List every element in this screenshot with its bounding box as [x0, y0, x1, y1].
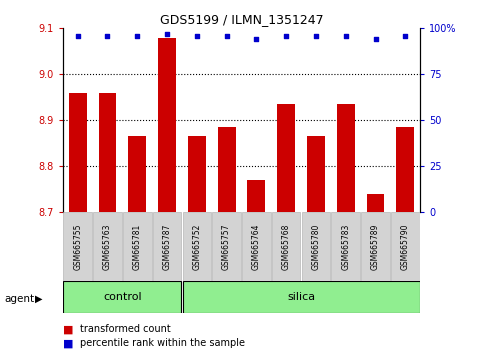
Bar	[391, 212, 420, 281]
Bar	[277, 104, 295, 212]
Bar	[307, 136, 325, 212]
Bar	[63, 281, 181, 313]
Point	[253, 36, 260, 42]
Bar	[331, 212, 360, 281]
Text: GSM665763: GSM665763	[103, 224, 112, 270]
Text: ■: ■	[63, 338, 73, 348]
Text: agent: agent	[5, 294, 35, 304]
Bar	[302, 212, 330, 281]
Bar	[183, 281, 420, 313]
Text: GSM665780: GSM665780	[312, 224, 320, 270]
Bar	[188, 136, 206, 212]
Bar	[153, 212, 181, 281]
Text: GSM665783: GSM665783	[341, 224, 350, 270]
Bar	[247, 180, 265, 212]
Text: percentile rank within the sample: percentile rank within the sample	[80, 338, 245, 348]
Bar	[123, 212, 152, 281]
Bar	[93, 212, 122, 281]
Bar	[361, 212, 390, 281]
Point	[223, 33, 230, 39]
Text: GSM665764: GSM665764	[252, 224, 261, 270]
Title: GDS5199 / ILMN_1351247: GDS5199 / ILMN_1351247	[160, 13, 323, 26]
Point	[193, 33, 201, 39]
Text: GSM665752: GSM665752	[192, 224, 201, 270]
Text: silica: silica	[287, 292, 315, 302]
Point	[133, 33, 141, 39]
Point	[342, 33, 350, 39]
Text: GSM665768: GSM665768	[282, 224, 291, 270]
Text: GSM665790: GSM665790	[401, 224, 410, 270]
Point	[74, 33, 82, 39]
Text: ▶: ▶	[35, 294, 43, 304]
Point	[312, 33, 320, 39]
Text: GSM665787: GSM665787	[163, 224, 171, 270]
Bar	[337, 104, 355, 212]
Text: GSM665755: GSM665755	[73, 224, 82, 270]
Text: GSM665781: GSM665781	[133, 224, 142, 270]
Bar	[99, 93, 116, 212]
Bar	[69, 93, 86, 212]
Point	[401, 33, 409, 39]
Bar	[183, 212, 211, 281]
Point	[372, 36, 380, 42]
Point	[163, 31, 171, 37]
Point	[104, 33, 112, 39]
Text: transformed count: transformed count	[80, 324, 170, 334]
Bar	[63, 212, 92, 281]
Bar	[242, 212, 270, 281]
Text: control: control	[103, 292, 142, 302]
Bar	[367, 194, 384, 212]
Bar	[128, 136, 146, 212]
Text: GSM665757: GSM665757	[222, 224, 231, 270]
Bar	[158, 38, 176, 212]
Text: GSM665789: GSM665789	[371, 224, 380, 270]
Point	[282, 33, 290, 39]
Bar	[218, 127, 236, 212]
Bar	[272, 212, 300, 281]
Bar	[213, 212, 241, 281]
Text: ■: ■	[63, 324, 73, 334]
Bar	[397, 127, 414, 212]
